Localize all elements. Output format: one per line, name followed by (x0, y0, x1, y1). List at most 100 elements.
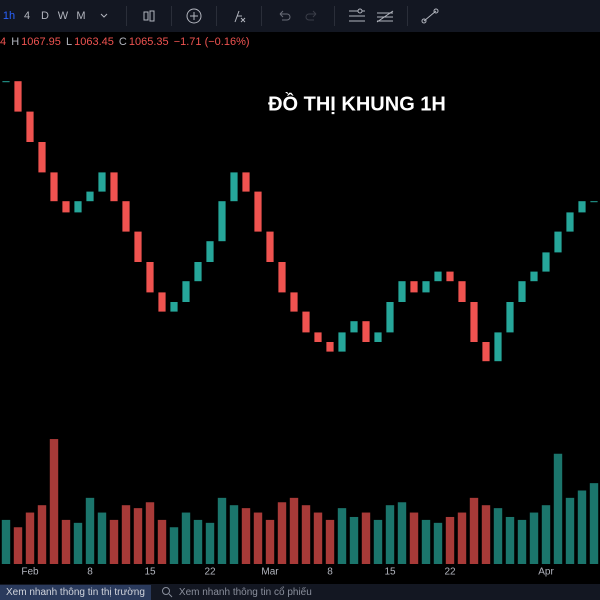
separator (261, 6, 262, 26)
candle-body (542, 252, 550, 272)
separator (171, 6, 172, 26)
change: −1.71 (−0.16%) (173, 36, 250, 48)
candle-body (146, 262, 154, 293)
icon (376, 10, 394, 23)
x-tick-label: 15 (384, 567, 396, 578)
lines-icon[interactable] (346, 6, 368, 26)
icon (234, 10, 246, 23)
high: 1067.95 (21, 36, 61, 48)
candle-body (362, 321, 370, 342)
candle-body (38, 142, 46, 173)
volume-bar (217, 497, 227, 564)
redo-icon[interactable] (301, 6, 323, 26)
volume-bar (541, 505, 551, 564)
separator (407, 6, 408, 26)
volume-bar (37, 505, 47, 564)
volume-bar (133, 508, 143, 564)
volume-bar (277, 502, 287, 564)
icon (143, 10, 155, 22)
volume-bar (157, 519, 167, 564)
x-tick-label: Mar (261, 567, 279, 578)
volume-bar (517, 519, 527, 564)
icon (349, 8, 365, 22)
volume-bar (25, 512, 35, 564)
volume-bar (421, 519, 431, 564)
indicator-icon[interactable] (183, 6, 205, 26)
undo-icon[interactable] (273, 6, 295, 26)
volume-bar (445, 516, 455, 564)
volume-bar (469, 497, 479, 564)
volume-bar (589, 483, 599, 564)
low: 1063.45 (74, 36, 114, 48)
candle-body (254, 191, 262, 232)
candle-body (98, 172, 106, 192)
volume-bar (313, 512, 323, 564)
timeframe-button[interactable]: M (76, 10, 86, 22)
separator (216, 6, 217, 26)
volume-bar (325, 519, 335, 564)
trendline-icon[interactable] (419, 6, 441, 26)
separator (334, 6, 335, 26)
volume-bar (253, 512, 263, 564)
icon (279, 10, 291, 21)
market-button[interactable]: Xem nhanh thông tin thị trường (0, 584, 151, 600)
volume-bar (385, 505, 395, 564)
x-tick-label: 8 (87, 567, 93, 578)
candle-body (338, 332, 346, 352)
bottom-bar: Xem nhanh thông tin thị trường Xem nhanh… (0, 584, 600, 600)
candle-body (314, 332, 322, 342)
volume-bar (13, 527, 23, 564)
volume-bar (145, 502, 155, 564)
volume-bar (121, 505, 131, 564)
timeframe-button[interactable]: 1h (2, 10, 16, 22)
candle-body (14, 81, 22, 112)
ohlc-prefix: 4 (0, 36, 7, 48)
timeframe-button[interactable]: 4 (23, 10, 31, 22)
candle-body (290, 292, 298, 312)
timeframe-button[interactable]: D (41, 10, 49, 22)
candle-body (122, 201, 130, 232)
search-input[interactable]: Xem nhanh thông tin cổ phiếu (178, 586, 312, 598)
volume-bar (109, 519, 119, 564)
candle-body (50, 172, 58, 202)
chart-title: ĐỒ THỊ KHUNG 1H (268, 91, 446, 115)
volume-bar (349, 516, 359, 564)
volume-bar (373, 519, 383, 564)
x-tick-label: 15 (144, 567, 156, 578)
candle-body (194, 262, 202, 282)
candle-body (374, 332, 382, 342)
icon (186, 8, 202, 24)
candle-type-icon[interactable] (138, 6, 160, 26)
volume-bar (481, 505, 491, 564)
chevron (100, 13, 108, 18)
dropdown-icon[interactable] (93, 6, 115, 26)
fx-icon[interactable] (228, 6, 250, 26)
volume-bar (85, 497, 95, 564)
volume-bar (265, 519, 275, 564)
volume-bar (529, 512, 539, 564)
volume-bar (49, 439, 59, 564)
candle-body (554, 231, 562, 253)
candle-body (230, 172, 238, 202)
close: 1065.35 (128, 36, 169, 48)
volume-bar (493, 508, 503, 564)
candle-body (206, 241, 214, 262)
volume-bar (1, 519, 11, 564)
toolbar: 1h 4 D W M (0, 0, 600, 32)
candle-body (74, 201, 82, 213)
label: H (11, 36, 20, 48)
x-tick-label: 8 (327, 567, 333, 578)
volume-bar (457, 512, 467, 564)
x-tick-label: 22 (444, 567, 456, 578)
fib-icon[interactable] (374, 6, 396, 26)
candle-body (218, 201, 226, 242)
x-tick-label: Apr (538, 567, 554, 578)
timeframe-button[interactable]: W (57, 10, 69, 22)
candle-body (566, 212, 574, 232)
volume-bar (565, 497, 575, 564)
icon (305, 10, 317, 21)
volume-bar (409, 512, 419, 564)
candle-body (86, 191, 94, 202)
volume-bar (97, 512, 107, 564)
